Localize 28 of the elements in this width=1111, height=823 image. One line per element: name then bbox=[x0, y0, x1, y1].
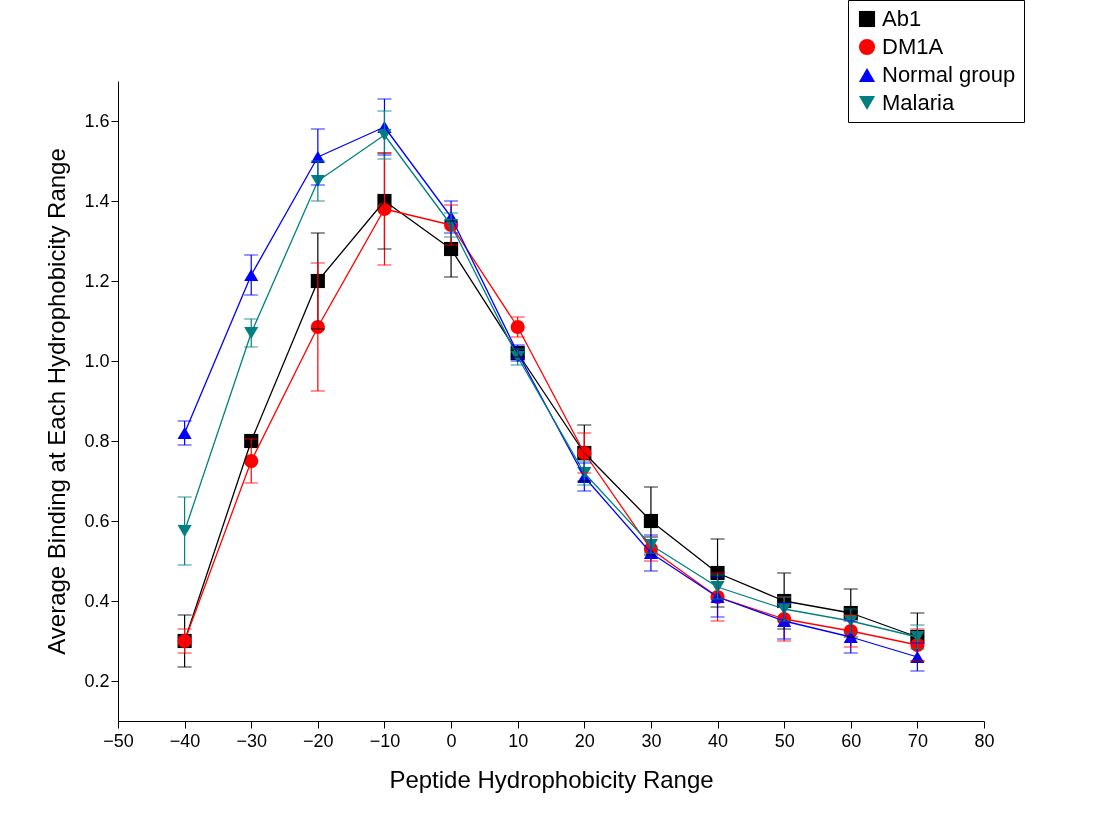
x-tick-label: −20 bbox=[303, 730, 334, 751]
x-tick-label: 70 bbox=[907, 730, 928, 751]
x-tick-label: 0 bbox=[446, 730, 457, 751]
x-tick-label: −10 bbox=[369, 730, 401, 751]
y-axis-title: Average Binding at Each Hydrophobicity Range bbox=[43, 148, 71, 655]
legend-label: Normal group bbox=[882, 62, 1016, 87]
x-tick-label: 20 bbox=[574, 730, 595, 751]
x-tick-label: 80 bbox=[974, 730, 995, 751]
x-tick-label: −40 bbox=[169, 730, 201, 751]
y-tick-label: 1.6 bbox=[84, 110, 110, 131]
y-tick-label: 1.0 bbox=[84, 350, 110, 371]
x-tick-label: 40 bbox=[708, 730, 729, 751]
legend-label: Malaria bbox=[882, 90, 955, 115]
y-tick-label: 0.6 bbox=[84, 510, 110, 531]
y-tick-label: 1.4 bbox=[84, 190, 110, 211]
x-tick-label: −30 bbox=[236, 730, 267, 751]
legend-label: DM1A bbox=[882, 34, 944, 59]
x-tick-label: 60 bbox=[841, 730, 862, 751]
y-tick-label: 0.2 bbox=[84, 670, 110, 691]
y-tick-label: 0.8 bbox=[84, 430, 110, 451]
x-tick-label: 10 bbox=[508, 730, 529, 751]
x-axis-title: Peptide Hydrophobicity Range bbox=[389, 765, 714, 793]
y-tick-label: 0.4 bbox=[84, 590, 110, 611]
y-tick-label: 1.2 bbox=[84, 270, 110, 291]
x-tick-label: −50 bbox=[103, 730, 134, 751]
x-tick-label: 30 bbox=[641, 730, 662, 751]
legend-label: Ab1 bbox=[882, 6, 922, 31]
x-tick-label: 50 bbox=[774, 730, 795, 751]
